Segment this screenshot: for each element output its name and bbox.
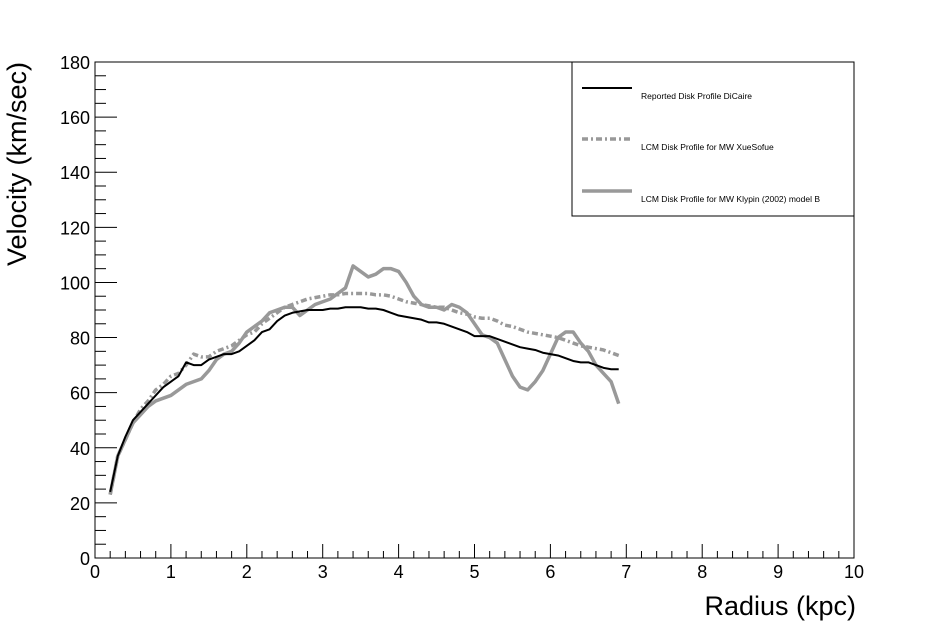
series-dicaire-line (109, 306, 619, 493)
legend: Reported Disk Profile DiCaire LCM Disk Pr… (571, 61, 855, 217)
x-tick-label: 7 (621, 562, 631, 582)
y-tick-label: 60 (70, 384, 90, 404)
y-tick-label: 40 (70, 439, 90, 459)
x-tick-label: 10 (844, 562, 864, 582)
y-tick-label: 180 (60, 53, 90, 73)
y-tick-label: 0 (80, 549, 90, 569)
legend-item-dicaire: Reported Disk Profile DiCaire (582, 87, 752, 101)
y-tick-label: 20 (70, 494, 90, 514)
plot-frame (94, 61, 855, 559)
series-layer (108, 264, 621, 495)
y-tick-label: 100 (60, 273, 90, 293)
x-tick-label: 5 (469, 562, 479, 582)
y-tick-label: 80 (70, 329, 90, 349)
legend-label: Reported Disk Profile DiCaire (641, 91, 752, 101)
x-tick-label: 9 (773, 562, 783, 582)
x-tick-label: 2 (242, 562, 252, 582)
legend-label: LCM Disk Profile for MW XueSofue (641, 142, 774, 152)
y-axis-title: Velocity (km/sec) (2, 62, 32, 266)
x-tick-label: 0 (90, 562, 100, 582)
y-tick-labels: 0 20 40 60 80 100 120 140 160 180 (60, 53, 90, 569)
x-axis-title: Radius (kpc) (704, 591, 856, 621)
series-klypin-line (108, 264, 621, 495)
x-tick-labels: 0 1 2 3 4 5 6 7 8 9 10 (90, 562, 864, 582)
axis-ticks (94, 61, 855, 559)
x-tick-label: 6 (545, 562, 555, 582)
x-tick-label: 4 (394, 562, 404, 582)
y-tick-label: 140 (60, 163, 90, 183)
y-tick-label: 160 (60, 108, 90, 128)
y-tick-label: 120 (60, 218, 90, 238)
series-xuesofue-line (108, 291, 620, 495)
x-tick-label: 3 (318, 562, 328, 582)
x-tick-label: 8 (697, 562, 707, 582)
legend-item-klypin: LCM Disk Profile for MW Klypin (2002) mo… (582, 189, 820, 204)
x-tick-label: 1 (166, 562, 176, 582)
legend-label: LCM Disk Profile for MW Klypin (2002) mo… (641, 194, 820, 204)
legend-item-xuesofue: LCM Disk Profile for MW XueSofue (582, 137, 774, 152)
